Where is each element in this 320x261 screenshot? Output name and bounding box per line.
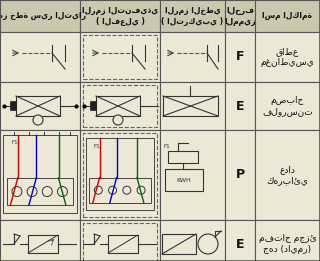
Text: P: P xyxy=(236,169,244,181)
Bar xyxy=(160,220,225,261)
Bar xyxy=(80,130,160,220)
Bar xyxy=(162,234,196,254)
Text: F1: F1 xyxy=(163,145,170,150)
Circle shape xyxy=(42,187,52,197)
Text: رمز خطة سير التيار: رمز خطة سير التيار xyxy=(0,11,87,21)
Bar xyxy=(160,0,225,32)
Bar xyxy=(10,101,16,110)
Bar xyxy=(89,177,151,203)
Text: F1: F1 xyxy=(93,144,100,149)
Circle shape xyxy=(198,234,218,254)
Circle shape xyxy=(113,115,123,125)
Bar xyxy=(225,82,255,130)
Bar xyxy=(83,223,157,261)
Bar xyxy=(225,220,255,261)
Text: اسم الكامة: اسم الكامة xyxy=(262,11,313,21)
Text: F: F xyxy=(236,50,244,63)
Circle shape xyxy=(123,186,131,194)
Bar xyxy=(0,220,80,261)
Circle shape xyxy=(108,186,116,194)
Bar xyxy=(225,130,255,220)
Bar xyxy=(255,0,320,32)
Circle shape xyxy=(27,187,37,197)
Bar xyxy=(255,32,320,82)
Bar xyxy=(255,220,320,261)
Bar xyxy=(160,130,225,220)
Text: E: E xyxy=(236,99,244,112)
Text: E: E xyxy=(236,238,244,251)
Bar xyxy=(86,138,154,210)
Bar xyxy=(80,0,160,32)
Text: F1: F1 xyxy=(11,140,18,145)
Bar xyxy=(255,130,320,220)
Circle shape xyxy=(33,115,43,125)
Circle shape xyxy=(137,186,145,194)
Circle shape xyxy=(94,186,102,194)
Bar xyxy=(3,135,77,213)
Bar xyxy=(83,133,157,217)
Bar xyxy=(80,220,160,261)
Text: الرمز الخطي
( التركيبي ): الرمز الخطي ( التركيبي ) xyxy=(161,6,224,26)
Bar xyxy=(168,151,198,163)
Text: مصباح
فلورسنت: مصباح فلورسنت xyxy=(262,96,313,116)
Text: قاطع
مغناطيسي: قاطع مغناطيسي xyxy=(260,47,314,67)
Bar xyxy=(160,82,225,130)
Bar xyxy=(96,96,140,116)
Bar xyxy=(0,0,80,32)
Bar xyxy=(225,0,255,32)
Bar xyxy=(255,82,320,130)
Text: الرمز التنفيذي
( الفعلي ): الرمز التنفيذي ( الفعلي ) xyxy=(82,6,158,26)
Bar xyxy=(108,235,138,253)
Text: الحرف
المميز: الحرف المميز xyxy=(224,6,256,26)
Circle shape xyxy=(58,187,68,197)
Bar xyxy=(0,82,80,130)
Bar xyxy=(90,101,96,110)
Bar xyxy=(0,32,80,82)
Text: عداد
كهربائي: عداد كهربائي xyxy=(267,165,308,185)
Bar xyxy=(225,32,255,82)
Bar xyxy=(0,130,80,220)
Bar xyxy=(28,235,58,253)
Bar xyxy=(80,32,160,82)
Bar xyxy=(83,85,157,127)
Circle shape xyxy=(12,187,22,197)
Bar xyxy=(160,32,225,82)
Bar xyxy=(80,82,160,130)
Bar xyxy=(83,35,157,79)
Bar xyxy=(7,178,73,205)
Text: مفتاح مجزئ
جهد (دايمر): مفتاح مجزئ جهد (دايمر) xyxy=(259,234,316,254)
Bar xyxy=(163,96,218,116)
Bar xyxy=(165,169,203,191)
Text: KWH: KWH xyxy=(177,177,191,182)
Bar xyxy=(16,96,60,116)
